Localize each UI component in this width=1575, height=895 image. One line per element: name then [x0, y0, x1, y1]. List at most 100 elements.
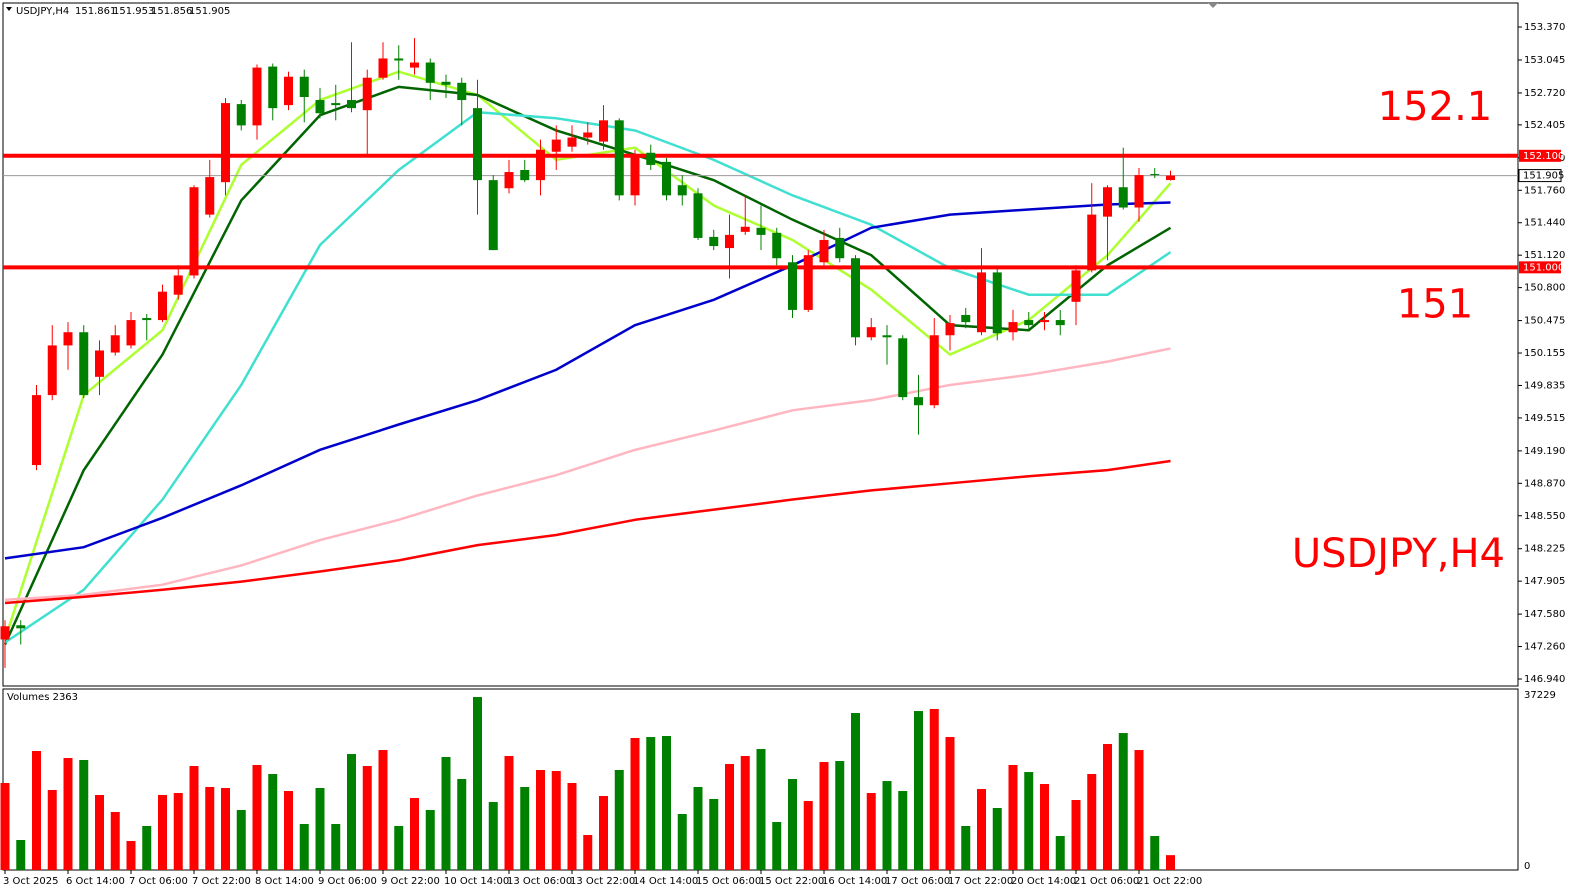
candle-body — [1071, 270, 1081, 302]
volume-bar — [536, 770, 545, 870]
x-tick-label: 15 Oct 06:00 — [696, 876, 761, 887]
volume-bar — [268, 773, 278, 870]
candle-body — [725, 234, 734, 249]
volume-bar — [662, 736, 671, 870]
volume-bar — [394, 825, 404, 870]
volume-bar — [583, 834, 593, 870]
y-tick-label: 148.870 — [1524, 478, 1565, 489]
volume-bar — [788, 779, 797, 870]
volume-bar — [410, 798, 419, 870]
x-tick-label: 17 Oct 22:00 — [948, 876, 1013, 887]
x-tick-label: 7 Oct 22:00 — [192, 876, 251, 887]
x-tick-label: 15 Oct 22:00 — [759, 876, 824, 887]
candle-body — [158, 291, 167, 321]
panel-marker — [1208, 3, 1218, 8]
candle-body — [47, 345, 57, 396]
volume-bar — [441, 757, 451, 870]
volume-bar — [1071, 799, 1081, 870]
candle-body — [1024, 320, 1034, 326]
candle-body — [835, 237, 845, 259]
candle-body — [866, 327, 876, 338]
y-tick-label: 148.550 — [1524, 511, 1565, 522]
volume-bar — [851, 713, 860, 870]
volume-bar — [126, 841, 136, 870]
volume-bar — [646, 737, 656, 870]
moving-average — [3, 70, 1172, 640]
candle-body — [488, 180, 498, 251]
candle-body — [63, 332, 73, 346]
volume-title: Volumes 2363 — [7, 692, 78, 703]
candle-body — [914, 397, 923, 406]
candle-body — [268, 66, 278, 109]
candle-body — [677, 185, 687, 196]
volume-bar — [740, 755, 750, 870]
candle-body — [1166, 175, 1175, 181]
volume-bar — [347, 754, 356, 870]
header-low: 151.856 — [151, 6, 192, 17]
header-open: 151.861 — [75, 6, 116, 17]
candle-body — [599, 120, 608, 142]
candle-body — [441, 81, 451, 85]
candle-body — [378, 58, 388, 78]
y-tick-label: 150.800 — [1524, 283, 1565, 294]
volume-bar — [693, 786, 703, 870]
x-tick-label: 6 Oct 14:00 — [66, 876, 125, 887]
volume-bar — [425, 810, 435, 870]
level-annotation: 152.1 — [1378, 84, 1493, 130]
candle-body — [756, 227, 766, 235]
candle-body — [16, 625, 26, 629]
candle-body — [1008, 322, 1018, 333]
candle-body — [1055, 320, 1065, 326]
candle-body — [142, 318, 152, 321]
level-label-box — [1519, 149, 1561, 162]
y-tick-label: 151.760 — [1524, 185, 1565, 196]
volume-bar — [1024, 772, 1034, 870]
candle-body — [410, 62, 419, 68]
volume-bar — [914, 711, 923, 870]
candle-body — [1087, 214, 1097, 271]
candle-body — [189, 187, 199, 276]
volume-bar — [284, 790, 293, 870]
volume-bar — [189, 766, 199, 870]
candle-body — [1040, 320, 1049, 323]
candle-body — [536, 149, 545, 181]
price-panel — [2, 2, 1519, 687]
volume-bar — [551, 771, 561, 870]
candle-body — [504, 172, 514, 189]
candle-body — [961, 314, 971, 323]
last-price-box — [1518, 169, 1562, 183]
candle-body — [662, 161, 671, 196]
moving-average — [4, 459, 1171, 605]
x-tick-label: 14 Oct 14:00 — [633, 876, 698, 887]
volume-bar — [95, 794, 104, 870]
candle-body — [614, 120, 624, 196]
y-tick-label: 147.580 — [1524, 609, 1565, 620]
y-tick-label: 153.370 — [1524, 22, 1565, 33]
y-tick-label: 149.515 — [1524, 413, 1565, 424]
volume-tick-label: 0 — [1524, 861, 1530, 872]
x-tick-label: 13 Oct 22:00 — [570, 876, 635, 887]
volume-bar — [1150, 836, 1160, 870]
y-tick-label: 147.260 — [1524, 642, 1565, 653]
candle-body — [79, 332, 89, 396]
candle-body — [772, 232, 782, 259]
volume-bar — [709, 798, 719, 870]
y-tick-label: 148.225 — [1524, 544, 1565, 555]
volume-bar — [331, 824, 341, 870]
level-annotation: 151 — [1397, 281, 1473, 327]
candle-body — [299, 76, 309, 97]
candle-body — [95, 350, 104, 377]
candle-body — [173, 275, 183, 295]
volume-bar — [567, 783, 577, 870]
volume-bar — [929, 709, 939, 870]
volume-bar — [32, 750, 41, 870]
y-tick-label: 151.120 — [1524, 250, 1565, 261]
moving-average — [4, 201, 1171, 560]
volume-bar — [1103, 744, 1112, 870]
volume-bar — [299, 824, 309, 870]
candle-body — [709, 236, 719, 247]
candle-body — [252, 67, 262, 126]
candle-body — [803, 255, 813, 310]
candle-body — [221, 103, 230, 183]
volume-bar — [1134, 750, 1144, 870]
